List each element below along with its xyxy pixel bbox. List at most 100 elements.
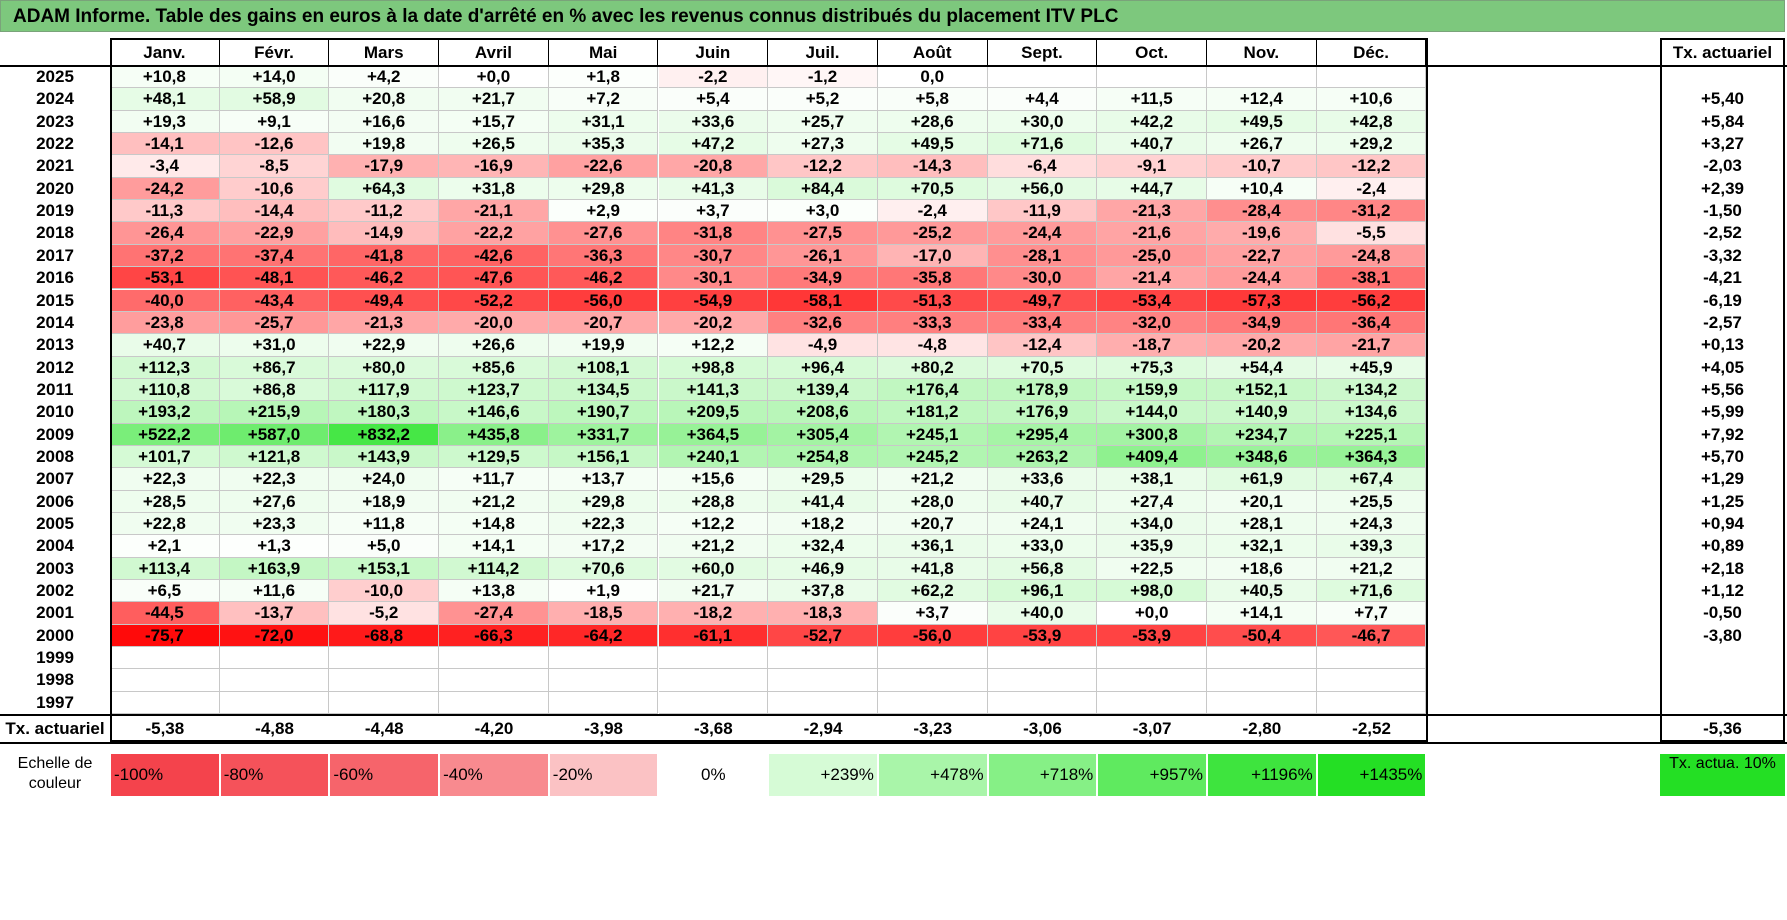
table-cell[interactable]: -21,3 bbox=[329, 311, 440, 335]
table-cell[interactable]: -24,4 bbox=[987, 222, 1098, 245]
table-cell[interactable]: -18,7 bbox=[1097, 334, 1207, 357]
table-cell[interactable]: -35,8 bbox=[877, 267, 988, 290]
table-cell[interactable]: +29,2 bbox=[1316, 133, 1427, 156]
table-cell[interactable]: +36,1 bbox=[877, 535, 988, 558]
table-cell[interactable]: -11,3 bbox=[110, 200, 220, 223]
table-cell[interactable]: -11,9 bbox=[987, 200, 1098, 223]
table-cell[interactable]: +139,4 bbox=[768, 378, 878, 402]
table-cell[interactable] bbox=[1097, 647, 1207, 670]
table-cell[interactable]: -6,4 bbox=[987, 155, 1098, 178]
table-cell[interactable]: -2,4 bbox=[877, 200, 988, 223]
table-cell[interactable]: +56,8 bbox=[987, 557, 1098, 581]
table-cell[interactable]: -20,2 bbox=[658, 311, 769, 335]
table-cell[interactable]: +96,4 bbox=[768, 356, 878, 379]
table-cell[interactable]: -48,1 bbox=[219, 267, 330, 290]
table-cell[interactable]: +26,7 bbox=[1207, 133, 1317, 156]
table-cell[interactable]: -52,2 bbox=[439, 289, 549, 312]
table-cell[interactable]: -30,7 bbox=[658, 244, 769, 268]
table-cell[interactable]: +13,7 bbox=[548, 468, 659, 491]
table-cell[interactable]: +5,0 bbox=[329, 535, 440, 558]
table-cell[interactable]: -56,2 bbox=[1316, 289, 1427, 312]
table-cell[interactable]: -30,1 bbox=[658, 267, 769, 290]
table-cell[interactable]: +225,1 bbox=[1316, 423, 1427, 446]
table-cell[interactable]: +25,5 bbox=[1316, 490, 1427, 513]
table-cell[interactable]: +21,2 bbox=[658, 535, 769, 558]
table-cell[interactable]: +409,4 bbox=[1097, 445, 1207, 469]
table-cell[interactable]: +234,7 bbox=[1207, 423, 1317, 446]
table-cell[interactable]: -43,4 bbox=[219, 289, 330, 312]
table-cell[interactable]: -21,1 bbox=[439, 200, 549, 223]
table-cell[interactable]: +180,3 bbox=[329, 401, 440, 424]
table-cell[interactable]: +24,1 bbox=[987, 513, 1098, 536]
table-cell[interactable] bbox=[1207, 669, 1317, 692]
table-cell[interactable] bbox=[877, 691, 988, 715]
table-cell[interactable]: +181,2 bbox=[877, 401, 988, 424]
table-cell[interactable]: +60,0 bbox=[658, 557, 769, 581]
table-cell[interactable]: +86,8 bbox=[219, 378, 330, 402]
table-cell[interactable]: -38,1 bbox=[1316, 267, 1427, 290]
table-cell[interactable]: -68,8 bbox=[329, 624, 440, 648]
table-cell[interactable]: -17,0 bbox=[877, 244, 988, 268]
table-cell[interactable]: +146,6 bbox=[439, 401, 549, 424]
table-cell[interactable] bbox=[768, 647, 878, 670]
table-cell[interactable]: -31,8 bbox=[658, 222, 769, 245]
table-cell[interactable]: -24,8 bbox=[1316, 244, 1427, 268]
table-cell[interactable]: -5,2 bbox=[329, 602, 440, 625]
table-cell[interactable]: -28,1 bbox=[987, 244, 1098, 268]
table-cell[interactable]: -2,2 bbox=[658, 66, 769, 89]
table-cell[interactable]: +41,4 bbox=[768, 490, 878, 513]
table-cell[interactable]: -54,9 bbox=[658, 289, 769, 312]
table-cell[interactable]: +15,6 bbox=[658, 468, 769, 491]
table-cell[interactable] bbox=[658, 691, 769, 715]
table-cell[interactable]: -72,0 bbox=[219, 624, 330, 648]
table-cell[interactable]: +364,3 bbox=[1316, 445, 1427, 469]
table-cell[interactable]: +3,7 bbox=[658, 200, 769, 223]
table-cell[interactable]: -24,4 bbox=[1207, 267, 1317, 290]
table-cell[interactable]: +67,4 bbox=[1316, 468, 1427, 491]
table-cell[interactable] bbox=[548, 691, 659, 715]
table-cell[interactable]: -26,4 bbox=[110, 222, 220, 245]
table-cell[interactable]: +143,9 bbox=[329, 445, 440, 469]
table-cell[interactable]: -51,3 bbox=[877, 289, 988, 312]
table-cell[interactable]: -46,7 bbox=[1316, 624, 1427, 648]
table-cell[interactable]: -10,7 bbox=[1207, 155, 1317, 178]
table-cell[interactable]: -33,3 bbox=[877, 311, 988, 335]
table-cell[interactable]: +176,9 bbox=[987, 401, 1098, 424]
table-cell[interactable]: +70,5 bbox=[987, 356, 1098, 379]
table-cell[interactable] bbox=[1316, 66, 1427, 89]
table-cell[interactable]: -12,4 bbox=[987, 334, 1098, 357]
table-cell[interactable]: +56,0 bbox=[987, 177, 1098, 201]
table-cell[interactable]: -17,9 bbox=[329, 155, 440, 178]
table-cell[interactable]: -21,4 bbox=[1097, 267, 1207, 290]
table-cell[interactable]: -20,7 bbox=[548, 311, 659, 335]
table-cell[interactable]: -56,0 bbox=[877, 624, 988, 648]
table-cell[interactable]: +28,8 bbox=[658, 490, 769, 513]
table-cell[interactable]: -36,4 bbox=[1316, 311, 1427, 335]
table-cell[interactable]: +18,2 bbox=[768, 513, 878, 536]
table-cell[interactable]: -21,3 bbox=[1097, 200, 1207, 223]
table-cell[interactable]: -46,2 bbox=[548, 267, 659, 290]
table-cell[interactable]: +22,9 bbox=[329, 334, 440, 357]
table-cell[interactable]: -64,2 bbox=[548, 624, 659, 648]
table-cell[interactable]: +134,5 bbox=[548, 378, 659, 402]
table-cell[interactable]: -61,1 bbox=[658, 624, 769, 648]
table-cell[interactable]: +39,3 bbox=[1316, 535, 1427, 558]
table-cell[interactable]: +21,7 bbox=[439, 88, 549, 111]
table-cell[interactable] bbox=[219, 691, 330, 715]
table-cell[interactable]: +0,0 bbox=[1097, 602, 1207, 625]
table-cell[interactable]: +331,7 bbox=[548, 423, 659, 446]
table-cell[interactable]: +12,2 bbox=[658, 334, 769, 357]
table-cell[interactable]: +178,9 bbox=[987, 378, 1098, 402]
table-cell[interactable]: +1,3 bbox=[219, 535, 330, 558]
table-cell[interactable]: -46,2 bbox=[329, 267, 440, 290]
table-cell[interactable]: +263,2 bbox=[987, 445, 1098, 469]
table-cell[interactable]: +2,9 bbox=[548, 200, 659, 223]
table-cell[interactable]: -21,6 bbox=[1097, 222, 1207, 245]
table-cell[interactable]: +121,8 bbox=[219, 445, 330, 469]
table-cell[interactable] bbox=[877, 647, 988, 670]
table-cell[interactable]: +37,8 bbox=[768, 580, 878, 603]
table-cell[interactable]: +4,4 bbox=[987, 88, 1098, 111]
table-cell[interactable]: -12,2 bbox=[768, 155, 878, 178]
table-cell[interactable]: -53,9 bbox=[1097, 624, 1207, 648]
table-cell[interactable]: +12,4 bbox=[1207, 88, 1317, 111]
